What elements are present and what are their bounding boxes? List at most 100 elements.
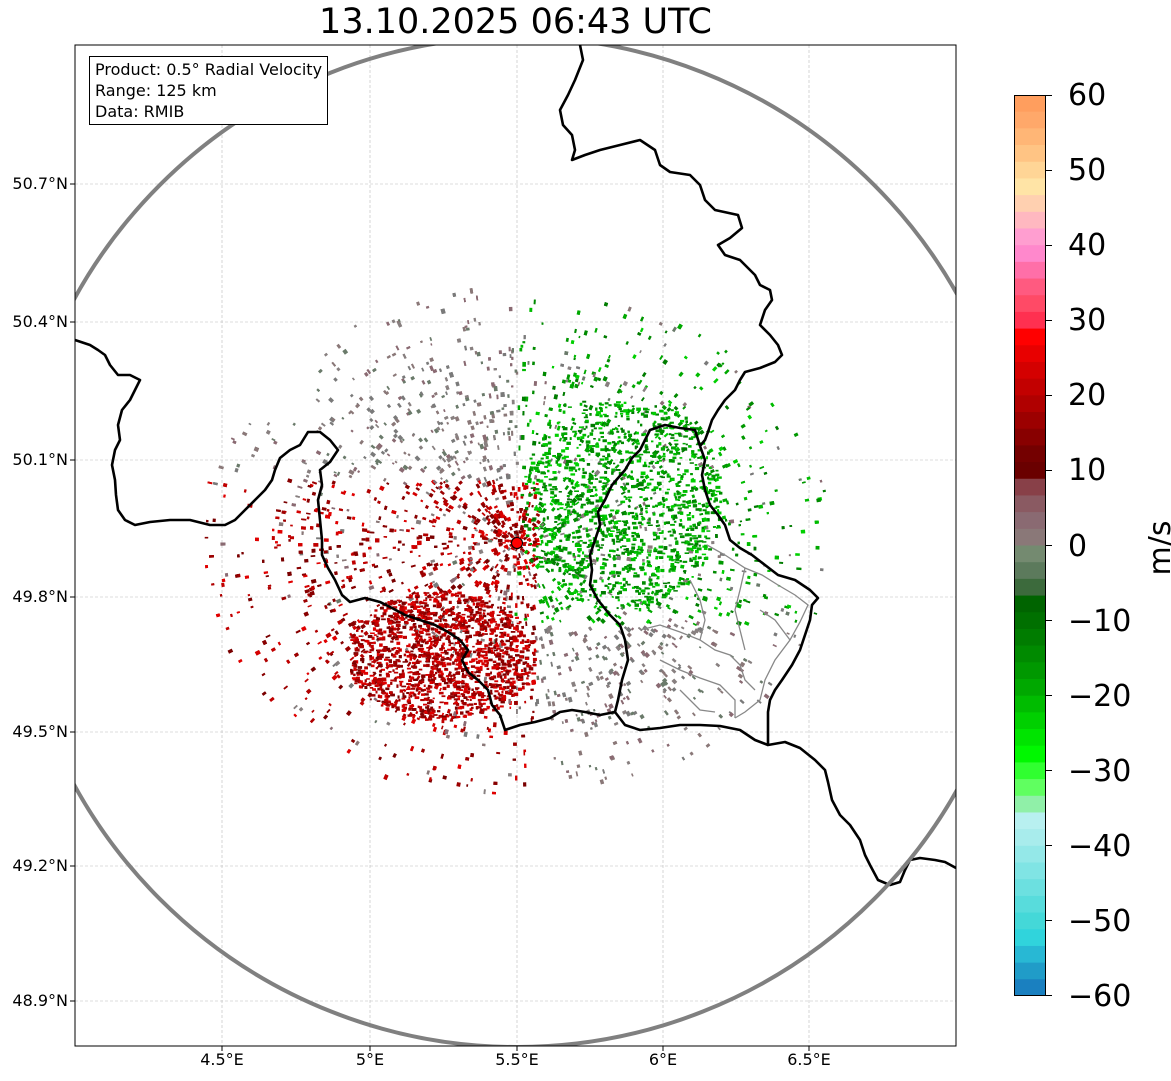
- echo-pixel: [430, 627, 435, 631]
- echo-pixel: [401, 715, 407, 722]
- echo-pixel: [556, 522, 562, 526]
- echo-pixel: [568, 774, 573, 779]
- echo-pixel: [482, 702, 486, 705]
- echo-pixel: [445, 734, 451, 739]
- echo-pixel: [684, 619, 688, 623]
- echo-pixel: [423, 599, 428, 602]
- echo-pixel: [564, 697, 568, 702]
- echo-pixel: [551, 701, 556, 707]
- echo-pixel: [362, 553, 366, 558]
- echo-pixel: [423, 465, 428, 470]
- echo-pixel: [427, 627, 430, 632]
- echo-pixel: [296, 510, 302, 514]
- echo-pixel: [430, 343, 433, 346]
- echo-pixel: [517, 673, 523, 677]
- echo-pixel: [364, 685, 368, 689]
- echo-pixel: [386, 453, 391, 457]
- echo-pixel: [471, 627, 474, 629]
- echo-pixel: [758, 504, 764, 509]
- echo-pixel: [511, 486, 515, 491]
- echo-pixel: [547, 688, 550, 693]
- echo-pixel: [724, 349, 728, 354]
- echo-pixel: [539, 659, 543, 665]
- echo-pixel: [690, 630, 697, 636]
- echo-pixel: [318, 656, 323, 660]
- echo-pixel: [328, 546, 332, 551]
- echo-pixel: [659, 641, 664, 646]
- echo-pixel: [717, 726, 721, 731]
- echo-pixel: [277, 529, 283, 534]
- echo-pixel: [420, 605, 424, 608]
- echo-pixel: [522, 661, 525, 665]
- echo-pixel: [421, 367, 425, 372]
- echo-pixel: [600, 553, 606, 557]
- echo-pixel: [311, 548, 316, 553]
- echo-pixel: [663, 672, 669, 678]
- echo-pixel: [497, 623, 501, 627]
- echo-pixel: [517, 405, 521, 410]
- echo-pixel: [518, 530, 522, 534]
- echo-pixel: [494, 690, 499, 693]
- echo-pixel: [496, 706, 500, 710]
- echo-pixel: [594, 719, 598, 723]
- echo-pixel: [361, 538, 366, 541]
- echo-pixel: [405, 616, 408, 619]
- echo-pixel: [672, 326, 677, 333]
- echo-pixel: [674, 644, 678, 649]
- echo-pixel: [547, 701, 552, 707]
- echo-pixel: [340, 640, 345, 645]
- echo-pixel: [469, 346, 474, 351]
- echo-pixel: [519, 515, 522, 519]
- echo-pixel: [450, 471, 456, 477]
- echo-pixel: [735, 502, 739, 506]
- echo-pixel: [712, 525, 717, 528]
- echo-pixel: [283, 501, 288, 504]
- echo-pixel: [622, 472, 628, 478]
- echo-pixel: [496, 751, 501, 755]
- echo-pixel: [473, 542, 477, 546]
- echo-pixel: [748, 401, 755, 407]
- echo-pixel: [763, 693, 770, 700]
- echo-pixel: [472, 695, 476, 700]
- echo-pixel: [737, 541, 740, 545]
- echo-pixel: [707, 472, 712, 477]
- echo-pixel: [398, 466, 405, 473]
- echo-pixel: [680, 564, 685, 569]
- echo-pixel: [575, 771, 579, 777]
- echo-pixel: [453, 535, 457, 540]
- echo-pixel: [491, 419, 495, 423]
- echo-pixel: [523, 335, 526, 340]
- echo-pixel: [520, 344, 524, 348]
- echo-pixel: [640, 649, 646, 655]
- echo-pixel: [484, 508, 489, 513]
- echo-pixel: [440, 651, 445, 654]
- echo-pixel: [383, 630, 387, 634]
- echo-pixel: [527, 361, 530, 365]
- echo-pixel: [493, 505, 498, 509]
- echo-pixel: [647, 549, 651, 552]
- echo-pixel: [441, 394, 446, 399]
- echo-pixel: [244, 575, 250, 579]
- echo-pixel: [519, 508, 523, 511]
- echo-pixel: [432, 635, 436, 638]
- echo-pixel: [597, 377, 602, 382]
- echo-pixel: [398, 655, 402, 659]
- echo-pixel: [516, 560, 521, 566]
- echo-pixel: [561, 721, 564, 725]
- echo-pixel: [497, 606, 500, 609]
- echo-pixel: [371, 661, 376, 663]
- echo-pixel: [710, 469, 715, 474]
- echo-pixel: [638, 669, 644, 675]
- echo-pixel: [547, 435, 551, 439]
- echo-pixel: [255, 537, 259, 542]
- echo-pixel: [290, 524, 293, 527]
- echo-pixel: [511, 623, 514, 627]
- echo-pixel: [397, 318, 401, 323]
- echo-pixel: [412, 491, 418, 497]
- echo-pixel: [544, 414, 548, 418]
- echo-pixel: [430, 642, 433, 646]
- echo-pixel: [373, 697, 378, 702]
- echo-pixel: [697, 688, 702, 693]
- echo-pixel: [480, 361, 484, 365]
